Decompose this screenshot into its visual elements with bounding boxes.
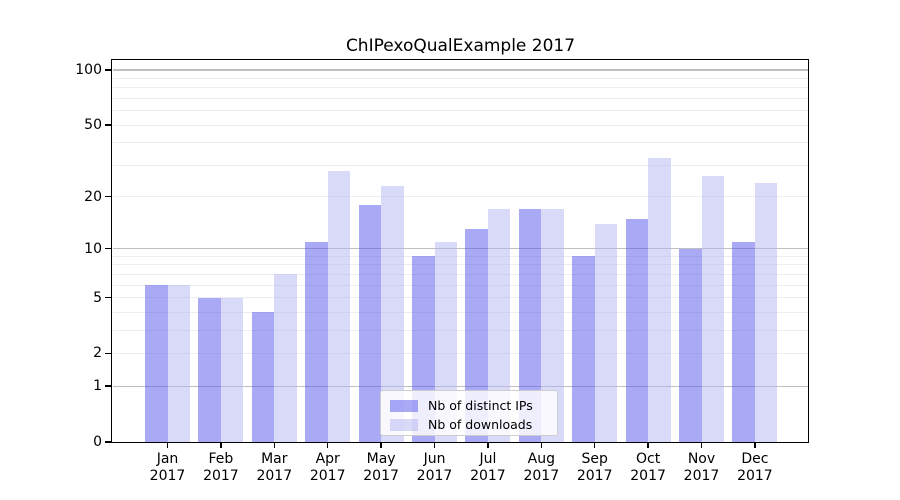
bar-mar-downloads	[274, 274, 297, 442]
gridline-minor-5	[113, 297, 808, 299]
bar-aug-downloads	[541, 209, 564, 442]
x-tick-dec	[754, 443, 756, 448]
y-tick-20	[105, 195, 111, 198]
gridline-major-100	[113, 69, 808, 71]
gridline-minor-8	[113, 264, 808, 266]
x-tick-label-jan: Jan 2017	[149, 451, 186, 484]
chart-title: ChIPexoQualExample 2017	[345, 36, 576, 56]
bar-jan-distinct-ips	[145, 285, 168, 442]
x-tick-jul	[487, 443, 489, 448]
y-tick-label-50: 50	[84, 117, 102, 134]
x-tick-label-nov: Nov 2017	[683, 451, 720, 484]
bar-oct-downloads	[648, 157, 671, 442]
x-tick-label-aug: Aug 2017	[523, 451, 560, 484]
y-tick-label-100: 100	[75, 62, 102, 78]
bar-apr-downloads	[327, 170, 351, 442]
bar-jul-distinct-ips	[465, 229, 488, 442]
gridline-minor-80	[113, 87, 808, 89]
y-tick-5	[105, 296, 111, 299]
y-tick-label-1: 1	[93, 378, 102, 395]
bar-feb-downloads	[220, 297, 244, 442]
x-tick-jun	[433, 443, 436, 448]
gridline-minor-9	[113, 255, 808, 257]
bar-apr-distinct-ips	[305, 241, 328, 442]
x-tick-sep	[594, 443, 596, 448]
bar-dec-distinct-ips	[732, 241, 755, 442]
y-tick-1	[105, 385, 111, 387]
legend-item-downloads: Nb of downloads	[390, 416, 548, 433]
y-tick-label-5: 5	[93, 289, 102, 306]
gridline-major-1	[113, 385, 808, 387]
bar-oct-distinct-ips	[625, 218, 649, 442]
x-tick-jan	[166, 443, 169, 448]
y-tick-50	[105, 124, 111, 126]
x-tick-label-feb: Feb 2017	[203, 451, 239, 484]
y-tick-label-20: 20	[84, 188, 102, 205]
bar-aug-distinct-ips	[518, 209, 542, 442]
y-tick-label-2: 2	[93, 345, 102, 362]
legend-swatch-ips	[390, 399, 418, 412]
gridline-minor-3	[113, 329, 808, 331]
x-tick-may	[380, 443, 382, 448]
legend: Nb of distinct IPs Nb of downloads	[380, 390, 558, 436]
x-tick-label-jun: Jun 2017	[416, 451, 453, 484]
x-tick-label-oct: Oct 2017	[630, 451, 666, 484]
x-tick-nov	[700, 443, 703, 448]
gridline-minor-60	[113, 110, 808, 112]
gridline-minor-7	[113, 273, 808, 275]
x-tick-label-dec: Dec 2017	[737, 451, 773, 484]
bar-jul-downloads	[487, 209, 511, 442]
x-tick-apr	[327, 443, 329, 448]
y-tick-100	[105, 69, 111, 71]
y-tick-label-10: 10	[84, 240, 102, 257]
bar-dec-downloads	[754, 182, 778, 442]
x-tick-label-apr: Apr 2017	[309, 451, 346, 484]
legend-label-distinct-ips: Nb of distinct IPs	[428, 398, 533, 413]
x-tick-feb	[220, 443, 222, 448]
gridline-minor-50	[113, 124, 808, 126]
x-tick-label-may: May 2017	[363, 451, 399, 484]
gridline-minor-70	[113, 97, 808, 99]
gridline-minor-40	[113, 142, 808, 144]
bar-sep-distinct-ips	[572, 256, 595, 442]
legend-swatch-downloads	[390, 418, 418, 431]
x-tick-aug	[540, 443, 542, 448]
y-tick-2	[105, 352, 111, 355]
y-tick-label-0: 0	[93, 434, 102, 450]
gridline-major-10	[113, 248, 808, 250]
gridline-minor-4	[113, 311, 808, 313]
gridline-minor-6	[113, 284, 808, 286]
bar-feb-distinct-ips	[198, 297, 221, 442]
bar-mar-distinct-ips	[251, 312, 275, 442]
x-tick-label-sep: Sep 2017	[576, 451, 613, 484]
bar-nov-distinct-ips	[679, 248, 702, 442]
y-tick-10	[105, 248, 111, 250]
x-tick-label-jul: Jul 2017	[470, 451, 506, 484]
bar-sep-downloads	[594, 223, 618, 442]
legend-item-distinct-ips: Nb of distinct IPs	[390, 397, 548, 414]
x-tick-oct	[647, 443, 649, 448]
bar-nov-downloads	[701, 176, 724, 442]
legend-label-downloads: Nb of downloads	[428, 417, 533, 432]
gridline-minor-2	[113, 352, 808, 354]
y-tick-0	[105, 441, 111, 443]
bar-may-distinct-ips	[358, 204, 382, 442]
x-tick-mar	[273, 443, 275, 448]
x-tick-label-mar: Mar 2017	[256, 451, 293, 484]
bar-jan-downloads	[167, 285, 190, 442]
gridline-minor-30	[113, 164, 808, 166]
gridline-minor-20	[113, 196, 808, 198]
gridline-minor-90	[113, 77, 808, 79]
bar-may-downloads	[381, 185, 404, 442]
